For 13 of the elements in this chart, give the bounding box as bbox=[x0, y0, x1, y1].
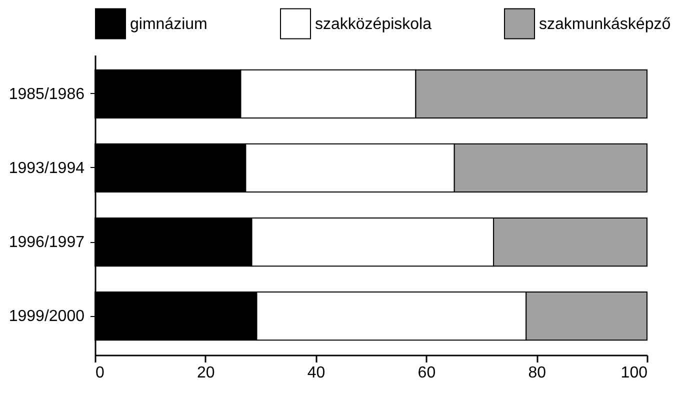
x-tick-label: 0 bbox=[96, 364, 104, 382]
x-tick-label: 20 bbox=[197, 364, 215, 382]
y-tick-label: 1993/1994 bbox=[8, 160, 85, 177]
x-tick-label: 60 bbox=[418, 364, 436, 382]
legend-label: gimnázium bbox=[130, 16, 208, 33]
y-tick-label: 1999/2000 bbox=[8, 308, 85, 326]
y-tick-label: 1985/1986 bbox=[8, 86, 85, 103]
x-tick-label: 100 bbox=[620, 364, 648, 382]
y-tick-label: 1996/1997 bbox=[8, 234, 85, 252]
x-tick-label: 40 bbox=[307, 364, 326, 382]
legend-label: szakmunkásképző bbox=[539, 16, 671, 33]
x-tick-label: 80 bbox=[528, 364, 546, 382]
legend-label: szakközépiskola bbox=[315, 16, 432, 33]
